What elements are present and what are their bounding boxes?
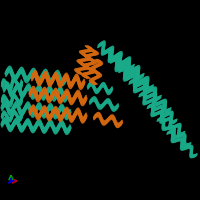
Polygon shape — [30, 86, 86, 106]
Polygon shape — [6, 66, 66, 86]
Polygon shape — [94, 112, 122, 128]
Polygon shape — [2, 118, 70, 134]
Polygon shape — [90, 97, 118, 111]
Polygon shape — [75, 46, 93, 74]
Polygon shape — [30, 105, 86, 123]
Polygon shape — [129, 79, 171, 113]
Polygon shape — [167, 130, 197, 158]
Polygon shape — [2, 93, 22, 107]
Polygon shape — [157, 117, 191, 147]
Polygon shape — [88, 81, 112, 95]
Polygon shape — [110, 57, 154, 91]
Polygon shape — [2, 77, 22, 91]
Polygon shape — [82, 50, 98, 78]
Polygon shape — [4, 82, 68, 102]
Polygon shape — [119, 67, 161, 101]
Polygon shape — [89, 60, 103, 84]
Polygon shape — [147, 104, 185, 136]
Polygon shape — [98, 41, 134, 71]
Polygon shape — [139, 92, 177, 124]
Polygon shape — [32, 71, 84, 89]
Polygon shape — [2, 100, 70, 120]
Polygon shape — [104, 48, 144, 80]
Polygon shape — [2, 110, 22, 122]
